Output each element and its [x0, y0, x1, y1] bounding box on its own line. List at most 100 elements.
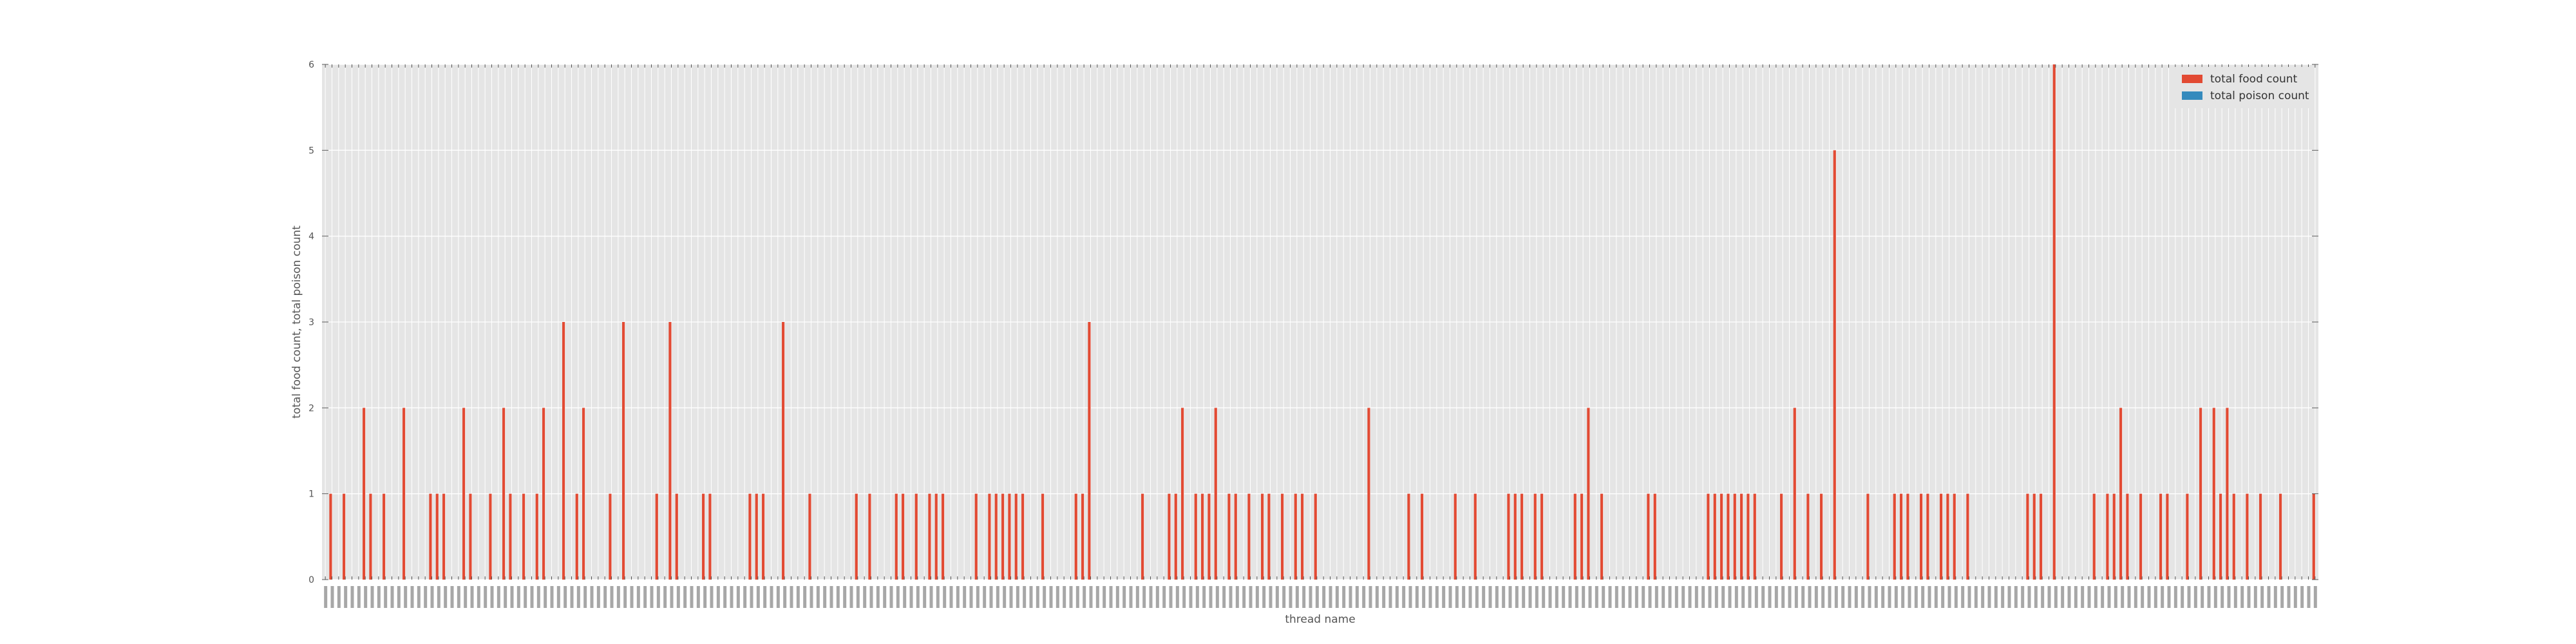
bar-total-food-count — [1407, 493, 1410, 580]
bar-total-food-count — [2126, 493, 2129, 580]
bar-total-food-count — [1920, 493, 1923, 580]
x-tick-label — [1229, 586, 1233, 608]
x-tick-label — [1475, 586, 1479, 608]
x-tick-label — [796, 586, 800, 608]
x-tick-label — [1801, 586, 1805, 608]
bar-total-food-count — [402, 408, 406, 580]
x-tick-label — [2227, 586, 2231, 608]
x-tick-label — [2287, 586, 2291, 608]
x-tick-label — [1794, 586, 1798, 608]
bar-total-food-count — [1454, 493, 1457, 580]
bar-total-food-count — [2092, 493, 2096, 580]
bar-total-food-count — [1747, 493, 1750, 580]
x-tick-label — [1781, 586, 1785, 608]
bar-total-food-count — [489, 493, 492, 580]
legend-label-food: total food count — [2210, 73, 2298, 86]
x-tick-label — [1748, 586, 1752, 608]
bar-total-food-count — [1713, 493, 1716, 580]
x-tick-label — [2293, 586, 2297, 608]
x-tick-label — [2273, 586, 2277, 608]
x-tick-label — [943, 586, 947, 608]
x-tick-label — [1568, 586, 1572, 608]
x-tick-label — [643, 586, 647, 608]
x-tick-label — [1462, 586, 1466, 608]
x-tick-label — [1388, 586, 1392, 608]
x-tick-label — [590, 586, 594, 608]
x-tick-label — [1103, 586, 1106, 608]
bar-total-food-count — [902, 493, 905, 580]
bar-total-food-count — [562, 322, 565, 580]
x-tick-label — [976, 586, 980, 608]
x-tick-label — [324, 586, 328, 608]
bar-total-food-count — [2226, 408, 2229, 580]
x-tick-label — [1003, 586, 1007, 608]
x-tick-label — [1395, 586, 1399, 608]
bar-total-food-count — [1234, 493, 1237, 580]
x-tick-label — [716, 586, 720, 608]
bar-total-food-count — [542, 408, 545, 580]
x-tick-label — [2247, 586, 2251, 608]
bar-total-food-count — [1733, 493, 1736, 580]
x-tick-label — [2147, 586, 2151, 608]
x-tick-label — [743, 586, 747, 608]
bar-total-food-count — [748, 493, 752, 580]
x-tick-label — [556, 586, 560, 608]
x-tick-label — [916, 586, 920, 608]
x-tick-label — [1674, 586, 1678, 608]
x-tick-label — [484, 586, 488, 608]
legend-swatch-poison — [2182, 91, 2202, 100]
x-tick-label — [377, 586, 381, 608]
x-tick-label — [1662, 586, 1665, 608]
bar-total-food-count — [988, 493, 991, 580]
x-axis-label: thread name — [1285, 613, 1355, 626]
x-tick-label — [1921, 586, 1925, 608]
x-tick-label — [1342, 586, 1346, 608]
x-tick-label — [2101, 586, 2105, 608]
x-tick-label — [896, 586, 900, 608]
x-tick-label — [1415, 586, 1419, 608]
x-tick-label — [2207, 586, 2211, 608]
x-tick-label — [1761, 586, 1765, 608]
bar-total-food-count — [974, 493, 978, 580]
x-tick-label — [1109, 586, 1113, 608]
x-tick-label — [457, 586, 460, 608]
x-tick-label — [1142, 586, 1146, 608]
bar-total-food-count — [1281, 493, 1284, 580]
legend-swatch-food — [2182, 75, 2202, 83]
x-tick-label — [1329, 586, 1332, 608]
x-tick-label — [1642, 586, 1645, 608]
legend-box — [2172, 67, 2315, 108]
x-tick-label — [390, 586, 394, 608]
bar-total-food-count — [655, 493, 658, 580]
x-tick-label — [1994, 586, 1998, 608]
bar-total-food-count — [363, 408, 366, 580]
x-tick-label — [836, 586, 840, 608]
bar-total-food-count — [369, 493, 372, 580]
x-tick-label — [1974, 586, 1978, 608]
x-tick-label — [1874, 586, 1878, 608]
x-tick-label — [1528, 586, 1532, 608]
x-tick-label — [1322, 586, 1326, 608]
bar-total-food-count — [2052, 64, 2056, 580]
bar-total-food-count — [1001, 493, 1005, 580]
x-tick-label — [2161, 586, 2164, 608]
x-tick-label — [1648, 586, 1652, 608]
x-tick-label — [736, 586, 740, 608]
x-tick-label — [1828, 586, 1832, 608]
bar-total-food-count — [1540, 493, 1544, 580]
x-tick-label — [1115, 586, 1119, 608]
bar-total-food-count — [442, 493, 446, 580]
x-tick-label — [1987, 586, 1991, 608]
x-tick-label — [370, 586, 374, 608]
x-ticks — [324, 64, 2317, 608]
x-tick-label — [2181, 586, 2184, 608]
x-tick-label — [1149, 586, 1153, 608]
x-tick-label — [636, 586, 640, 608]
x-tick-label — [1908, 586, 1911, 608]
bar-total-food-count — [575, 493, 578, 580]
x-tick-label — [1095, 586, 1099, 608]
bar-total-food-count — [1227, 493, 1231, 580]
x-tick-label — [670, 586, 674, 608]
bar-total-food-count — [1041, 493, 1045, 580]
bar-total-food-count — [1966, 493, 1969, 580]
